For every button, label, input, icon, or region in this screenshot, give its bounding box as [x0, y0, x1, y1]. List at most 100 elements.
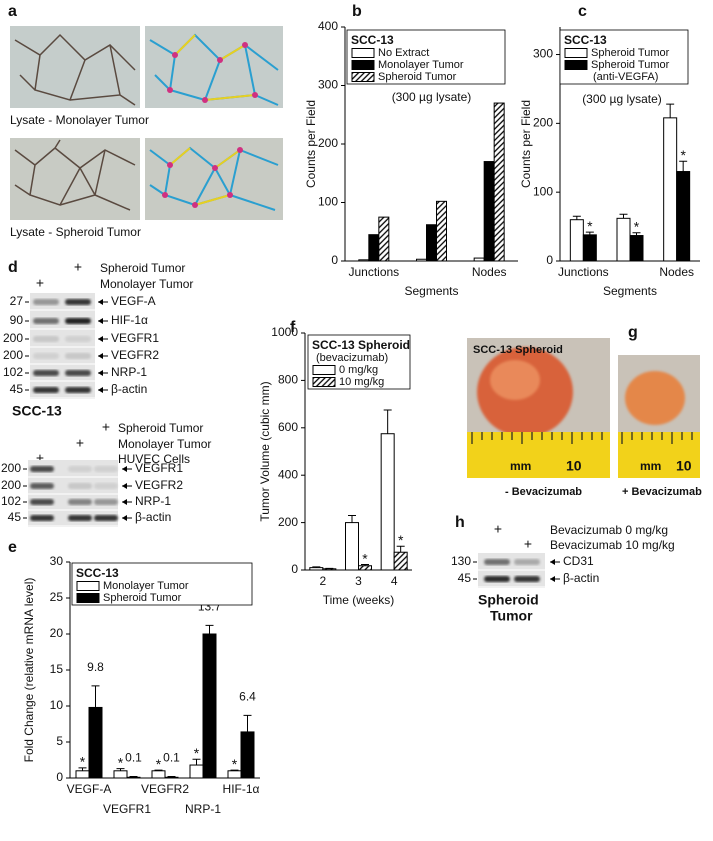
arrow-head [98, 318, 103, 324]
bar [426, 224, 437, 262]
error-bar [396, 545, 405, 553]
legend-label: Monolayer Tumor [103, 580, 189, 592]
ruler-unit: mm [510, 459, 531, 473]
legend-swatch [312, 365, 336, 375]
bar-annotation: 0.1 [125, 751, 142, 765]
lane-marker: + [524, 536, 532, 552]
bar [616, 217, 631, 262]
network-image [10, 26, 283, 220]
bar [75, 770, 90, 779]
bar [493, 102, 505, 262]
legend-swatch [312, 377, 336, 387]
significance-marker: * [587, 218, 593, 234]
ruler-unit: mm [640, 459, 661, 473]
bar [473, 257, 485, 262]
arrow-head [550, 576, 555, 582]
bar [358, 259, 370, 262]
condition-label: Spheroid Tumor [118, 421, 203, 435]
bar [345, 522, 359, 571]
bar [322, 568, 337, 571]
mw-marker: 45 [458, 571, 472, 585]
y-tick-label: 200 [318, 136, 338, 150]
protein-label: β-actin [111, 382, 147, 396]
mw-marker: 130 [451, 554, 471, 568]
band [65, 370, 91, 376]
arrow-head [98, 370, 103, 376]
bar [393, 551, 408, 571]
y-tick-label: 100 [533, 184, 553, 198]
y-tick-label: 1000 [271, 325, 298, 339]
error-bar [585, 231, 594, 235]
error-bar [91, 685, 100, 708]
legend-swatch [76, 581, 100, 591]
ruler-mark: 10 [676, 458, 692, 474]
panel-letter: c [578, 3, 587, 20]
x-tick-label: 3 [355, 574, 362, 588]
x-tick-label: 4 [391, 574, 398, 588]
significance-marker: * [398, 532, 404, 548]
bar [380, 433, 395, 571]
x-tick-label: Junctions [348, 265, 399, 279]
error-bar [679, 160, 688, 172]
bar [126, 776, 141, 779]
legend-label: Spheroid Tumor [378, 71, 457, 83]
error-bar [116, 768, 125, 771]
bar [416, 258, 427, 262]
y-axis-label: Fold Change (relative mRNA level) [22, 578, 36, 763]
error-bar [348, 514, 356, 523]
band [68, 466, 92, 472]
error-bar [192, 758, 201, 766]
condition-label: Monolayer Tumor [100, 277, 193, 291]
x-tick-label: Junctions [558, 265, 609, 279]
bar [582, 234, 597, 262]
mw-marker: 27 [10, 294, 24, 308]
lane-marker: + [36, 450, 44, 466]
error-bar [572, 215, 581, 220]
legend-title: SCC-13 [76, 566, 119, 580]
protein-label: VEGFR2 [135, 478, 183, 492]
significance-marker: * [634, 218, 640, 234]
arrow-head [122, 466, 127, 472]
panel-letter: g [628, 324, 638, 341]
x-tick-label: Nodes [659, 265, 694, 279]
panel-letter: a [8, 3, 17, 20]
y-tick-label: 10 [50, 698, 64, 712]
protein-label: β-actin [135, 510, 171, 524]
mw-marker: 200 [1, 478, 21, 492]
band [30, 499, 54, 505]
significance-marker: * [194, 745, 200, 761]
image-caption: Lysate - Spheroid Tumor [10, 225, 141, 239]
y-tick-label: 25 [50, 590, 64, 604]
legend-note: (anti-VEGFA) [593, 71, 658, 83]
x-axis-label: Time (weeks) [323, 593, 395, 607]
mw-marker: 200 [3, 348, 23, 362]
bar [483, 161, 495, 262]
error-bar [666, 103, 675, 118]
band [33, 318, 59, 324]
bar-annotation: 9.8 [87, 660, 104, 674]
legend-swatch [351, 72, 375, 82]
mw-marker: 102 [3, 365, 23, 379]
y-tick-label: 30 [50, 554, 64, 568]
error-bar [361, 564, 369, 566]
photo-title: SCC-13 Spheroid [473, 344, 563, 356]
x-tick-label: VEGF-A [67, 782, 112, 796]
mw-marker: 200 [1, 461, 21, 475]
band [94, 499, 118, 505]
legend-label: Monolayer Tumor [378, 59, 464, 71]
legend-swatch [564, 48, 588, 58]
legend-swatch [76, 593, 100, 603]
bar [436, 200, 447, 262]
significance-marker: * [80, 754, 86, 770]
y-tick-label: 5 [56, 734, 63, 748]
band [33, 370, 59, 376]
x-tick-label: VEGFR2 [141, 782, 189, 796]
arrow-head [98, 336, 103, 342]
condition-label: HUVEC Cells [118, 452, 190, 466]
mw-marker: 90 [10, 313, 24, 327]
legend-box [71, 562, 253, 606]
protein-label: VEGFR1 [135, 461, 183, 475]
y-tick-label: 400 [318, 19, 338, 33]
lane-marker: + [74, 259, 82, 275]
band [94, 515, 118, 521]
